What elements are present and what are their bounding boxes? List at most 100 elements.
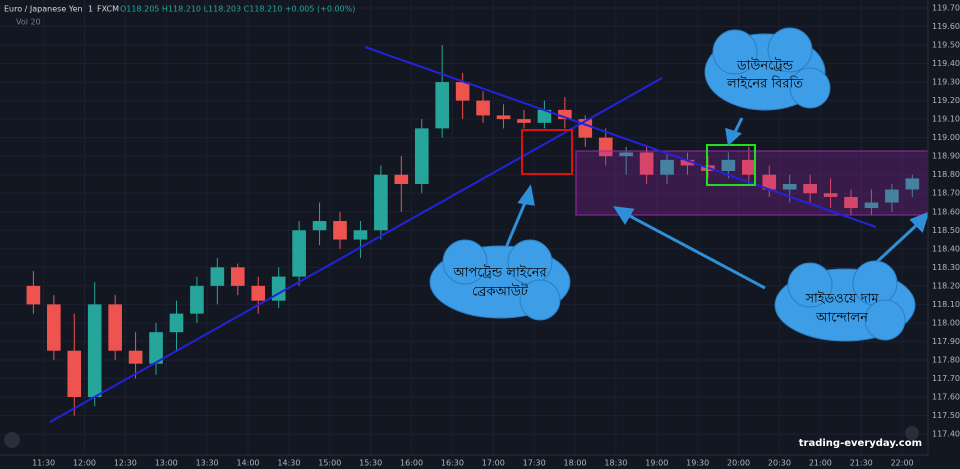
x-tick-label: 12:00	[73, 459, 96, 468]
candle-body	[660, 159, 674, 175]
candle-body	[741, 159, 756, 175]
candle-body	[169, 313, 184, 333]
candle-body	[190, 285, 204, 314]
y-tick-label: 119.300	[932, 78, 960, 87]
candle-body	[292, 230, 306, 277]
candle-body	[67, 350, 82, 398]
cloud-callouts	[429, 27, 916, 342]
y-tick-label: 117.600	[932, 393, 960, 402]
x-tick-label: 16:00	[400, 459, 423, 468]
x-tick-label: 22:00	[891, 459, 914, 468]
x-tick-label: 16:30	[441, 459, 464, 468]
break-box	[706, 144, 756, 186]
y-tick-label: 117.500	[932, 411, 960, 420]
arrows	[503, 117, 930, 290]
candle-body	[864, 202, 879, 209]
source: FXCM	[97, 5, 119, 14]
callout-text: আন্দোলন	[815, 311, 868, 326]
x-tick-label: 13:30	[196, 459, 219, 468]
y-tick-label: 117.800	[932, 355, 960, 364]
y-tick-label: 119.400	[932, 59, 960, 68]
x-tick-label: 18:30	[604, 459, 627, 468]
volume: Vol 20	[16, 18, 41, 27]
x-tick-label: 13:00	[155, 459, 178, 468]
candle-body	[374, 174, 388, 231]
x-tick-label: 21:00	[809, 459, 832, 468]
scroll-button[interactable]	[905, 426, 919, 440]
candle-body	[149, 332, 163, 364]
y-tick-label: 118.000	[932, 318, 960, 327]
y-tick-label: 119.000	[932, 133, 960, 142]
candle-body	[639, 152, 654, 175]
y-tick-label: 119.500	[932, 41, 960, 50]
x-tick-label: 15:30	[359, 459, 382, 468]
candle-body	[517, 119, 531, 123]
y-tick-label: 117.900	[932, 337, 960, 346]
candle-body	[251, 285, 266, 301]
candle-body	[333, 221, 347, 240]
y-tick-label: 118.100	[932, 300, 960, 309]
x-tick-label: 20:30	[768, 459, 791, 468]
y-tick-label: 118.200	[932, 281, 960, 290]
x-tick-label: 19:00	[645, 459, 668, 468]
x-tick-label: 17:30	[523, 459, 546, 468]
candle-body	[230, 267, 245, 286]
callout-text: ব্রেকআউট	[472, 284, 529, 300]
candle-body	[496, 115, 511, 120]
x-tick-label: 21:30	[850, 459, 873, 468]
y-tick-label: 119.700	[932, 3, 960, 12]
y-tick-label: 118.900	[932, 152, 960, 161]
candle-body	[885, 189, 899, 203]
candle-body	[721, 159, 736, 171]
x-tick-label: 20:00	[727, 459, 750, 468]
y-tick-label: 118.400	[932, 244, 960, 253]
candle-body	[26, 285, 41, 305]
y-tick-label: 117.700	[932, 374, 960, 383]
y-tick-label: 118.600	[932, 207, 960, 216]
candle-body	[108, 304, 122, 351]
candle-body	[414, 128, 429, 184]
candle-body	[680, 159, 695, 166]
price-axis	[928, 0, 960, 469]
x-tick-label: 14:00	[236, 459, 259, 468]
breakout-box	[521, 129, 573, 175]
candle-body	[87, 304, 102, 398]
candle-body	[455, 82, 470, 101]
callout-text: সাইডওয়ে দাম	[804, 291, 879, 307]
candle-body	[353, 230, 368, 240]
callout-text: ডাউনট্রেন্ড	[736, 58, 794, 74]
candle-body	[476, 100, 490, 116]
y-tick-label: 118.800	[932, 170, 960, 179]
x-tick-label: 19:30	[686, 459, 709, 468]
y-tick-label: 119.200	[932, 96, 960, 105]
candle-body	[312, 221, 327, 231]
x-tick-label: 17:00	[482, 459, 505, 468]
x-tick-label: 14:30	[277, 459, 300, 468]
y-tick-label: 117.400	[932, 430, 960, 439]
candle-body	[803, 183, 817, 194]
candle-body	[537, 109, 552, 123]
interval: 1	[88, 5, 93, 14]
y-tick-label: 118.500	[932, 226, 960, 235]
candle-body	[394, 174, 409, 184]
ohlc: O118.205 H118.210 L118.203 C118.210 +0.0…	[120, 5, 355, 14]
candle-body	[47, 304, 61, 351]
candle-body	[905, 178, 920, 190]
callout-text: লাইনের বিরতি	[726, 76, 803, 92]
candle-body	[128, 350, 143, 364]
x-tick-label: 11:30	[32, 459, 55, 468]
candles	[26, 45, 920, 416]
candle-body	[619, 152, 633, 157]
axes: 117.400 117.500 117.600 117.700 117.800 117.9…	[32, 3, 960, 467]
candle-body	[210, 267, 225, 286]
downtrend-line	[364, 46, 877, 228]
uptrend-line	[49, 77, 663, 423]
candle-body	[782, 183, 797, 190]
candle-body	[558, 109, 572, 120]
x-tick-label: 15:00	[318, 459, 341, 468]
x-tick-label: 18:00	[564, 459, 587, 468]
candle-body	[598, 137, 613, 157]
y-tick-label: 119.100	[932, 115, 960, 124]
